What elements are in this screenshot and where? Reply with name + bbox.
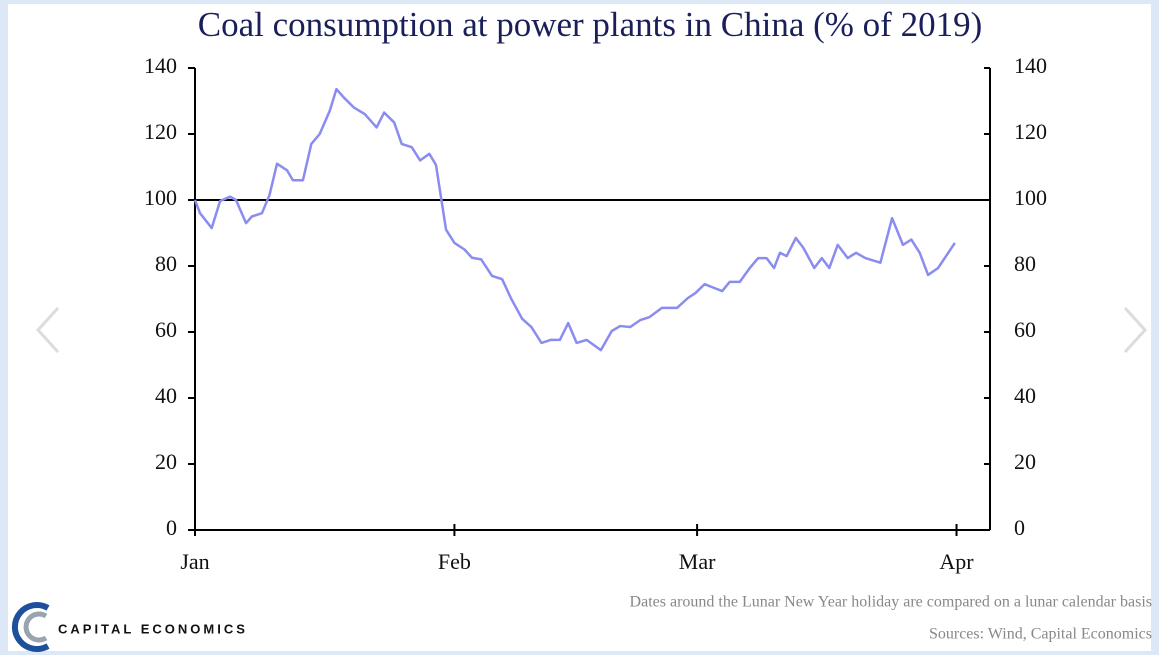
data-line xyxy=(193,87,956,352)
y2-tick-label: 60 xyxy=(1014,317,1036,342)
x-tick-label: Feb xyxy=(438,549,471,574)
y-tick-label: 120 xyxy=(144,119,177,144)
prev-arrow[interactable] xyxy=(35,306,60,354)
y-tick-label: 80 xyxy=(155,251,177,276)
y-tick-label: 100 xyxy=(144,185,177,210)
chart-title: Coal consumption at power plants in Chin… xyxy=(198,5,982,44)
y-tick-label: 60 xyxy=(155,317,177,342)
source: Sources: Wind, Capital Economics xyxy=(929,626,1152,643)
next-arrow[interactable] xyxy=(1123,306,1148,354)
x-tick-label: Jan xyxy=(180,549,209,574)
logo-arc xyxy=(23,611,48,643)
panel xyxy=(8,4,1151,651)
note: Dates around the Lunar New Year holiday … xyxy=(630,594,1152,611)
y-tick-label: 0 xyxy=(166,515,177,540)
y2-tick-label: 40 xyxy=(1014,383,1036,408)
y-tick-label: 20 xyxy=(155,449,177,474)
logo-icon xyxy=(11,602,50,652)
logo-text: CAPITAL ECONOMICS xyxy=(58,621,248,636)
y2-tick-label: 20 xyxy=(1014,449,1036,474)
x-tick-label: Mar xyxy=(679,549,716,574)
y-tick-label: 140 xyxy=(144,53,177,78)
y2-tick-label: 140 xyxy=(1014,53,1047,78)
y-tick-label: 40 xyxy=(155,383,177,408)
logo-arc xyxy=(11,602,50,652)
y2-tick-label: 0 xyxy=(1014,515,1025,540)
y2-tick-label: 120 xyxy=(1014,119,1047,144)
x-tick-label: Apr xyxy=(939,549,974,574)
y2-tick-label: 100 xyxy=(1014,185,1047,210)
y2-tick-label: 80 xyxy=(1014,251,1036,276)
